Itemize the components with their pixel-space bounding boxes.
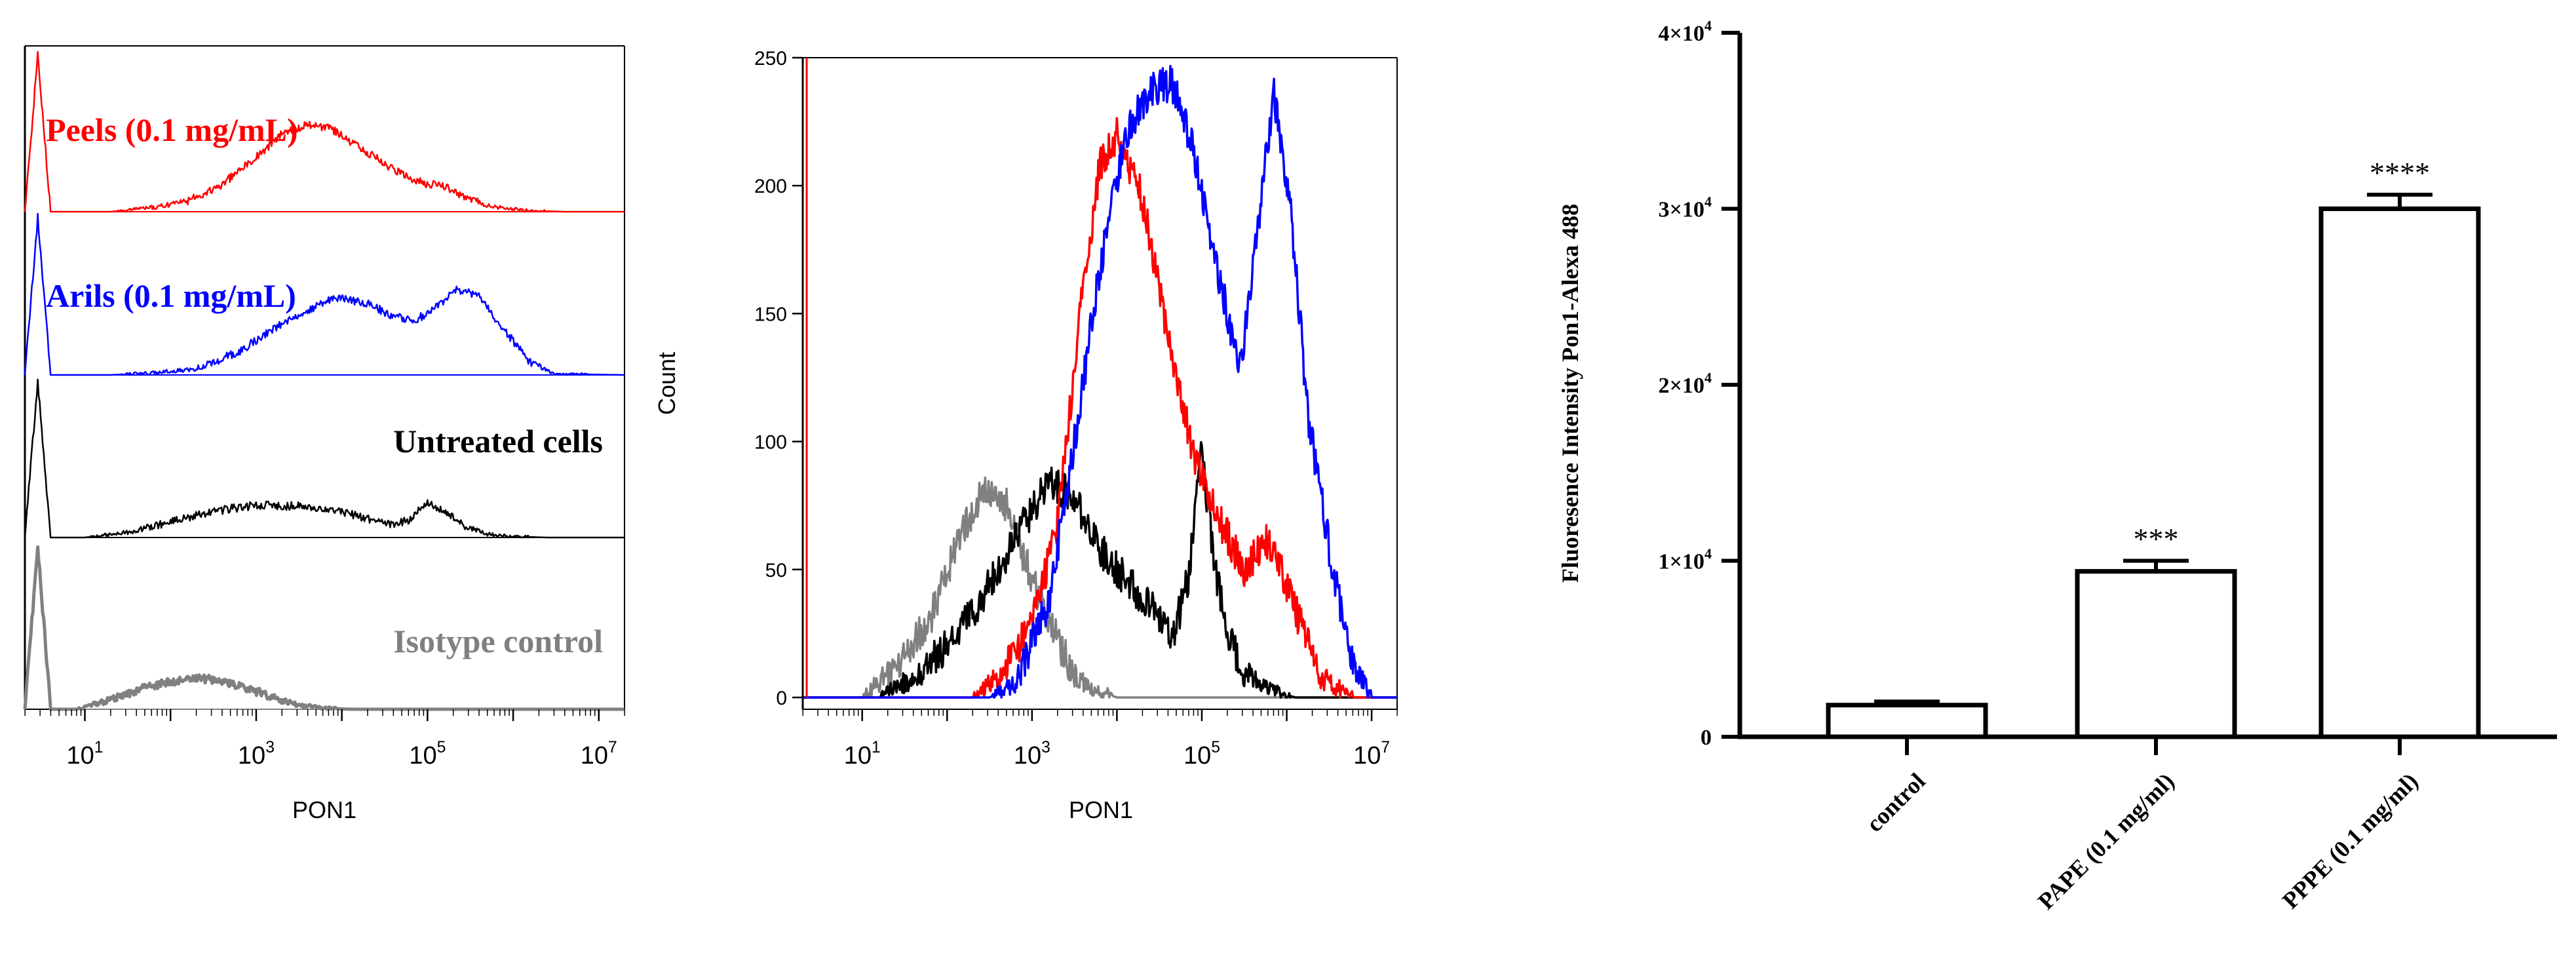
panel2-x-tick-label: 103 (1014, 739, 1050, 770)
panel3-y-tick-label: 0 (1701, 726, 1712, 750)
panel2-y-axis-label: Count (653, 352, 680, 415)
panel2-x-tick-label: 101 (844, 739, 881, 770)
panel1-x-tick-label: 101 (66, 739, 103, 770)
panel2-y-tick-label: 50 (765, 560, 787, 581)
panel1-series-label-untreated: Untreated cells (393, 423, 603, 460)
significance-2: **** (2370, 156, 2430, 189)
significance-1: *** (2134, 522, 2179, 556)
panel2-x-axis-label: PON1 (1069, 796, 1133, 823)
panel1-x-tick-label: 103 (238, 739, 275, 770)
panel3-y-tick-label: 1×104 (1659, 545, 1712, 574)
bar-chart-panel: control *** PAPE (0.1 mg/ml) **** PPPE (0.1 … (1557, 18, 2557, 914)
bar-1 (2075, 569, 2237, 739)
panel2-y-tick-label: 0 (776, 688, 787, 709)
category-label-2: PPPE (0.1 mg/ml) (2277, 768, 2423, 914)
panel3-y-tick-label: 3×104 (1659, 193, 1712, 222)
panel1-histogram-0 (24, 50, 625, 213)
panel2-y-tick-label: 150 (754, 303, 787, 325)
bar-2 (2318, 206, 2481, 739)
bar-0 (1826, 703, 1988, 739)
staggered-histogram-panel: 101 103 105 107 Peels (0.1 mg/mL) Arils (0.… (23, 45, 625, 823)
panel3-y-tick-label: 4×104 (1659, 18, 1712, 46)
category-label-0: control (1861, 768, 1931, 837)
panel2-x-tick-label: 107 (1353, 739, 1390, 770)
panel2-histogram-0 (802, 476, 1398, 699)
panel2-y-tick-label: 200 (754, 176, 787, 197)
panel2-histogram-1 (802, 440, 1398, 699)
overlay-histogram-panel: 101 103 105 107 0 50 100 150 200 250 PON1 Count (653, 48, 1398, 823)
panel1-series-label-isotype: Isotype control (393, 623, 603, 659)
panel2-x-tick-label: 105 (1183, 739, 1220, 770)
panel2-y-tick-label: 250 (754, 48, 787, 69)
panel1-x-tick-label: 107 (581, 739, 617, 770)
panel2-histogram-3 (802, 64, 1398, 699)
panel1-x-axis-label: PON1 (292, 796, 356, 823)
panel1-series-label-arils: Arils (0.1 mg/mL) (46, 277, 296, 314)
panel1-series-label-peels: Peels (0.1 mg/mL) (46, 111, 298, 148)
panel3-y-tick-label: 2×104 (1659, 370, 1712, 398)
panel1-x-tick-label: 105 (409, 739, 446, 770)
category-label-1: PAPE (0.1 mg/ml) (2033, 768, 2180, 914)
panel2-y-tick-label: 100 (754, 432, 787, 454)
panel3-y-axis-label: Fluoresence Intensity Pon1-Alexa 488 (1557, 204, 1583, 583)
